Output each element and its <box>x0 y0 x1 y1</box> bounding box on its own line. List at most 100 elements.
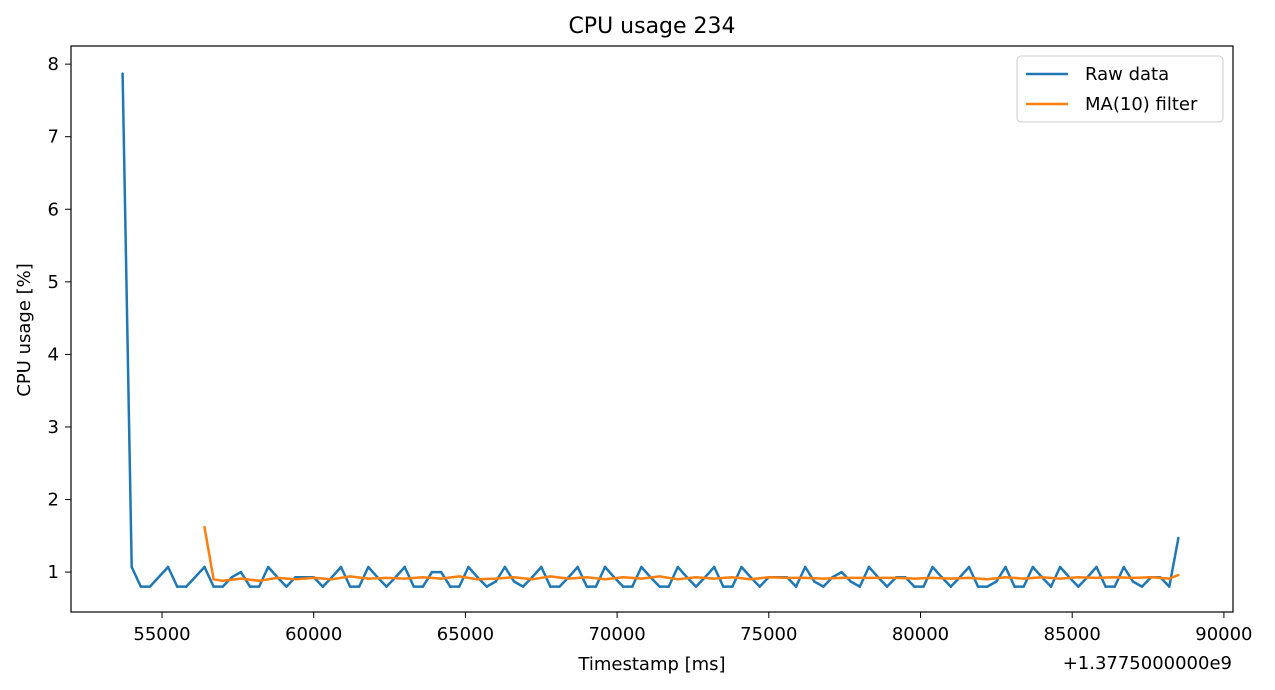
x-tick-label: 65000 <box>437 624 494 645</box>
data-point <box>722 585 725 588</box>
data-point <box>421 575 425 579</box>
data-point <box>840 576 843 580</box>
data-point <box>521 585 525 588</box>
data-point <box>130 565 133 569</box>
data-point <box>257 579 261 583</box>
data-point <box>339 565 343 569</box>
x-tick-label: 90000 <box>1195 624 1252 645</box>
data-point <box>621 585 625 588</box>
x-tick-label: 75000 <box>740 624 797 645</box>
data-point <box>439 577 443 580</box>
data-point <box>1004 565 1007 569</box>
data-point <box>385 585 388 588</box>
data-point <box>631 585 634 588</box>
data-point <box>640 577 643 580</box>
x-axis-offset-label: +1.3775000000e9 <box>1063 653 1232 674</box>
data-point <box>139 585 143 588</box>
legend-box <box>1016 55 1224 123</box>
y-tick-label: 8 <box>48 54 59 75</box>
data-point <box>239 570 243 574</box>
data-point <box>922 585 925 588</box>
data-point <box>858 585 862 588</box>
data-point <box>949 585 953 588</box>
data-point <box>257 585 261 588</box>
data-point <box>658 575 661 578</box>
data-point <box>758 585 761 588</box>
data-point <box>967 565 971 569</box>
data-point <box>512 580 516 583</box>
data-point <box>931 576 934 580</box>
data-point <box>576 565 579 569</box>
data-point <box>1049 585 1053 588</box>
x-axis-ticks: 55000 60000 65000 70000 75000 80000 85000 90000 <box>133 612 1253 645</box>
data-point <box>448 585 452 588</box>
data-point <box>1077 585 1080 588</box>
data-point <box>858 576 862 580</box>
data-point <box>321 585 325 588</box>
data-point <box>603 578 607 581</box>
data-point <box>148 585 152 588</box>
y-tick-label: 5 <box>48 272 59 293</box>
data-point <box>585 575 589 579</box>
y-tick-label: 3 <box>48 417 59 438</box>
data-point <box>913 585 916 588</box>
data-point <box>803 576 807 580</box>
data-point <box>476 578 479 581</box>
data-point <box>330 575 334 579</box>
data-point <box>1131 580 1135 583</box>
data-point <box>467 565 470 569</box>
data-point <box>203 565 206 569</box>
y-tick-label: 6 <box>48 199 59 220</box>
data-point <box>458 575 461 578</box>
data-point <box>248 585 252 588</box>
y-tick-label: 2 <box>48 490 59 511</box>
plot-frame <box>70 45 1234 613</box>
data-point <box>749 578 752 581</box>
data-point <box>640 565 643 569</box>
x-tick-label: 60000 <box>285 624 342 645</box>
data-point <box>822 585 825 588</box>
data-point <box>976 585 980 588</box>
data-point <box>1113 575 1116 579</box>
chart-title: CPU usage 234 <box>568 14 735 39</box>
data-point <box>667 585 670 588</box>
data-point <box>221 585 224 588</box>
data-point <box>986 578 989 581</box>
data-point <box>549 575 552 578</box>
data-point <box>694 575 698 579</box>
y-axis-label: CPU usage [%] <box>14 263 35 397</box>
data-point <box>1104 585 1107 588</box>
x-tick-label: 80000 <box>892 624 949 645</box>
series-points-ma-10-filter <box>203 525 1180 583</box>
data-point <box>767 575 771 579</box>
data-point <box>1140 585 1144 588</box>
data-point <box>185 585 188 588</box>
data-point <box>1131 576 1135 580</box>
data-point <box>603 565 607 569</box>
data-point <box>731 575 734 579</box>
data-point <box>503 565 507 569</box>
data-point <box>931 565 934 569</box>
data-point <box>512 575 516 579</box>
data-point <box>986 585 989 588</box>
legend-label-ma-filter: MA(10) filter <box>1085 94 1198 115</box>
data-point <box>312 576 315 580</box>
data-point <box>367 565 370 569</box>
data-point <box>540 565 543 569</box>
data-point <box>731 585 734 588</box>
data-point <box>530 575 534 579</box>
data-point <box>494 577 498 580</box>
data-point <box>357 585 361 588</box>
data-point <box>1168 577 1171 580</box>
data-point <box>458 585 461 588</box>
data-point <box>967 576 971 580</box>
data-point <box>412 585 416 588</box>
data-point <box>285 585 288 588</box>
data-point <box>885 585 889 588</box>
data-point <box>1122 565 1126 569</box>
legend: Raw data MA(10) filter <box>1016 55 1224 123</box>
data-point <box>494 580 498 583</box>
data-point <box>567 577 570 580</box>
data-point <box>121 72 124 75</box>
data-point <box>594 585 598 588</box>
